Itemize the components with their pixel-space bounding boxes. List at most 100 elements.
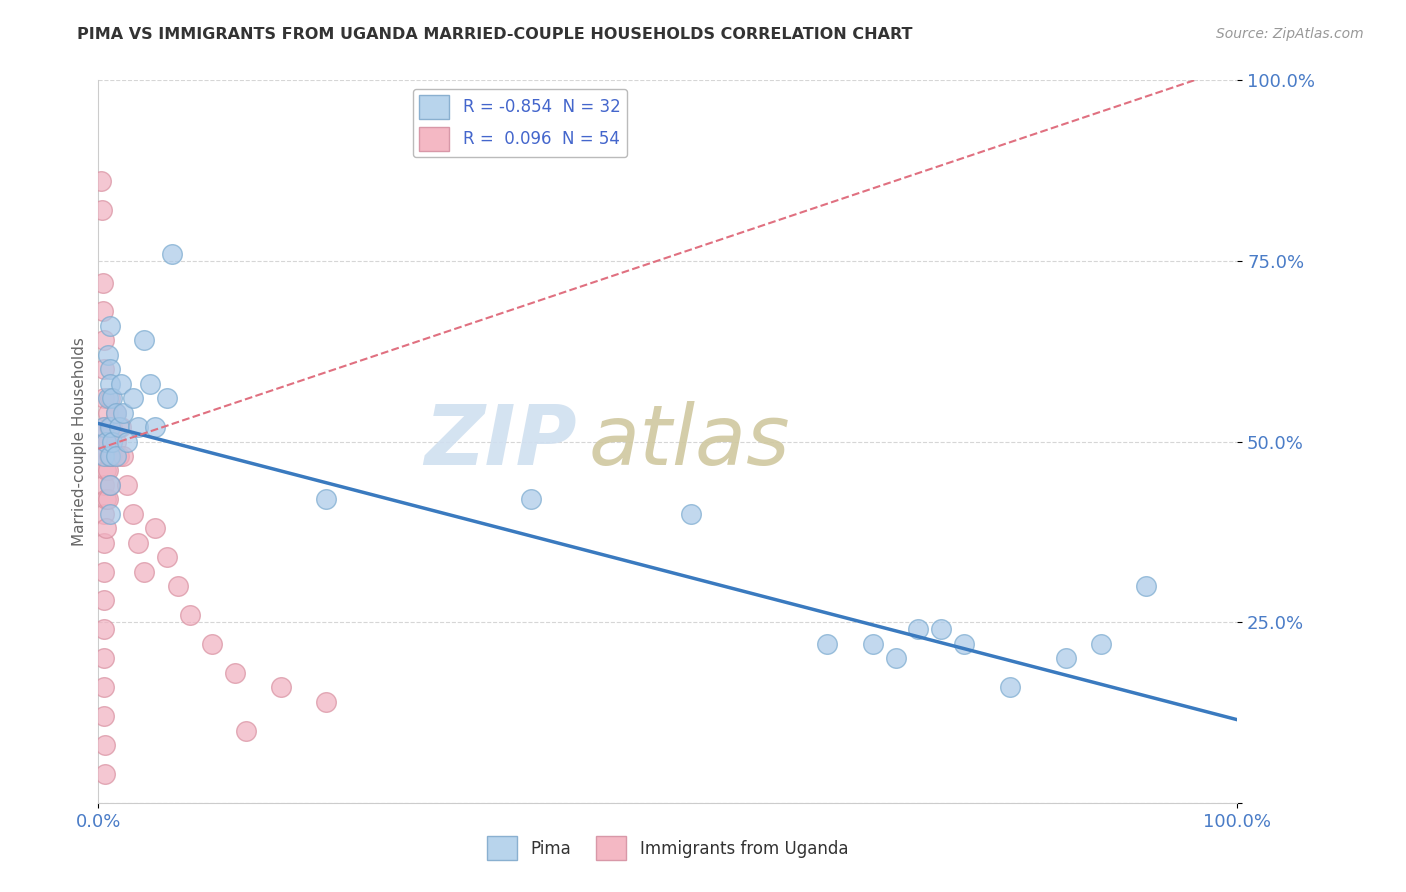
Point (90, 174, 112, 188)
Point (98, 420, 121, 434)
Point (104, 434, 127, 449)
Point (93, 362, 115, 376)
Point (96, 348, 118, 362)
Point (98, 449, 121, 463)
Text: atlas: atlas (588, 401, 790, 482)
Point (127, 420, 149, 434)
Point (98, 478, 121, 492)
Point (98, 478, 121, 492)
Point (93, 449, 115, 463)
Point (98, 449, 121, 463)
Point (167, 579, 190, 593)
Point (96, 463, 118, 477)
Point (93, 420, 115, 434)
Point (98, 507, 121, 521)
Point (998, 680, 1021, 694)
Point (93, 565, 115, 579)
Point (156, 391, 179, 405)
Point (93, 507, 115, 521)
Point (1135, 579, 1157, 593)
Point (315, 492, 337, 507)
Point (112, 449, 135, 463)
Point (93, 623, 115, 637)
Point (101, 420, 124, 434)
Point (94, 767, 117, 781)
Point (93, 449, 115, 463)
Point (96, 391, 118, 405)
Point (93, 391, 115, 405)
Point (93, 478, 115, 492)
Point (98, 391, 121, 405)
Point (93, 420, 115, 434)
Point (96, 492, 118, 507)
Point (115, 478, 138, 492)
Point (520, 492, 543, 507)
Point (862, 637, 884, 651)
Point (115, 434, 138, 449)
Point (815, 637, 838, 651)
Point (929, 623, 952, 637)
Point (96, 492, 118, 507)
Point (127, 535, 149, 549)
Legend: Pima, Immigrants from Uganda: Pima, Immigrants from Uganda (481, 830, 855, 867)
Point (98, 420, 121, 434)
Point (108, 420, 131, 434)
Point (138, 376, 160, 391)
Point (884, 651, 907, 665)
Point (93, 334, 115, 348)
Point (679, 507, 702, 521)
Point (96, 463, 118, 477)
Point (112, 406, 135, 420)
Point (907, 623, 929, 637)
Point (93, 593, 115, 607)
Point (145, 420, 167, 434)
Point (179, 607, 201, 622)
Point (132, 565, 155, 579)
Point (121, 507, 143, 521)
Point (96, 521, 118, 535)
Point (110, 420, 132, 434)
Point (97, 420, 120, 434)
Point (98, 318, 121, 333)
Point (96, 434, 118, 449)
Point (97, 449, 120, 463)
Point (224, 665, 246, 680)
Text: PIMA VS IMMIGRANTS FROM UGANDA MARRIED-COUPLE HOUSEHOLDS CORRELATION CHART: PIMA VS IMMIGRANTS FROM UGANDA MARRIED-C… (77, 27, 912, 42)
Point (96, 406, 118, 420)
Point (104, 406, 127, 420)
Y-axis label: Married-couple Households: Married-couple Households (72, 337, 87, 546)
Point (235, 723, 257, 738)
Point (101, 449, 124, 463)
Point (93, 709, 115, 723)
Point (1090, 637, 1112, 651)
Point (108, 449, 131, 463)
Point (145, 521, 167, 535)
Point (96, 434, 118, 449)
Point (121, 391, 143, 405)
Point (1054, 651, 1078, 665)
Point (953, 637, 976, 651)
Text: ZIP: ZIP (425, 401, 576, 482)
Point (270, 680, 292, 694)
Point (104, 449, 127, 463)
Point (162, 246, 184, 260)
Point (93, 680, 115, 694)
Text: Source: ZipAtlas.com: Source: ZipAtlas.com (1216, 27, 1364, 41)
Point (101, 391, 124, 405)
Point (101, 434, 124, 449)
Point (132, 334, 155, 348)
Point (91, 276, 114, 290)
Point (156, 550, 179, 565)
Point (93, 535, 115, 549)
Point (94, 738, 117, 752)
Point (104, 406, 127, 420)
Point (98, 362, 121, 376)
Point (201, 637, 224, 651)
Point (98, 376, 121, 391)
Point (93, 651, 115, 665)
Point (110, 376, 132, 391)
Point (315, 695, 337, 709)
Point (96, 434, 118, 449)
Point (91, 304, 114, 318)
Point (90, 203, 112, 218)
